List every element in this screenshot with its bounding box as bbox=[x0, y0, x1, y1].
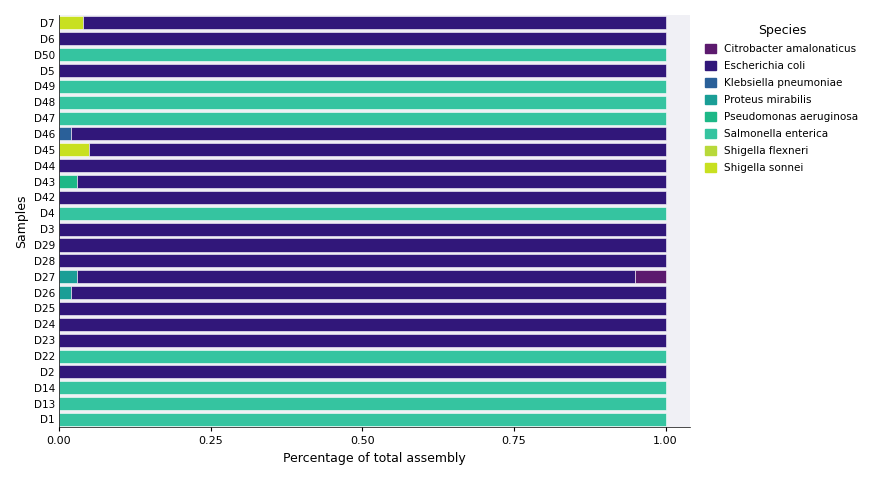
Bar bbox=[59, 397, 665, 410]
Bar bbox=[59, 96, 665, 109]
Bar bbox=[77, 175, 665, 188]
Bar bbox=[59, 48, 665, 61]
Legend: Citrobacter amalonaticus, Escherichia coli, Klebsiella pneumoniae, Proteus mirab: Citrobacter amalonaticus, Escherichia co… bbox=[701, 20, 861, 178]
Bar bbox=[59, 254, 665, 267]
X-axis label: Percentage of total assembly: Percentage of total assembly bbox=[282, 452, 465, 465]
Bar bbox=[59, 16, 83, 29]
Bar bbox=[59, 128, 71, 141]
Bar bbox=[59, 159, 665, 172]
Bar bbox=[59, 349, 665, 362]
Bar bbox=[59, 334, 665, 347]
Bar bbox=[59, 302, 665, 315]
Bar bbox=[59, 32, 665, 45]
Bar bbox=[59, 207, 665, 220]
Y-axis label: Samples: Samples bbox=[15, 194, 28, 248]
Bar bbox=[77, 270, 634, 283]
Bar bbox=[59, 365, 665, 378]
Bar bbox=[59, 239, 665, 252]
Bar bbox=[59, 175, 77, 188]
Bar bbox=[59, 191, 665, 204]
Bar bbox=[59, 413, 665, 426]
Bar bbox=[59, 80, 665, 93]
Bar bbox=[59, 318, 665, 331]
Bar bbox=[59, 381, 665, 394]
Bar bbox=[89, 144, 665, 156]
Bar bbox=[83, 16, 665, 29]
Bar bbox=[71, 128, 665, 141]
Bar bbox=[59, 286, 71, 299]
Bar bbox=[59, 144, 89, 156]
Bar bbox=[71, 286, 665, 299]
Bar bbox=[59, 223, 665, 236]
Bar bbox=[59, 270, 77, 283]
Bar bbox=[634, 270, 665, 283]
Bar bbox=[59, 112, 665, 125]
Bar bbox=[59, 64, 665, 77]
